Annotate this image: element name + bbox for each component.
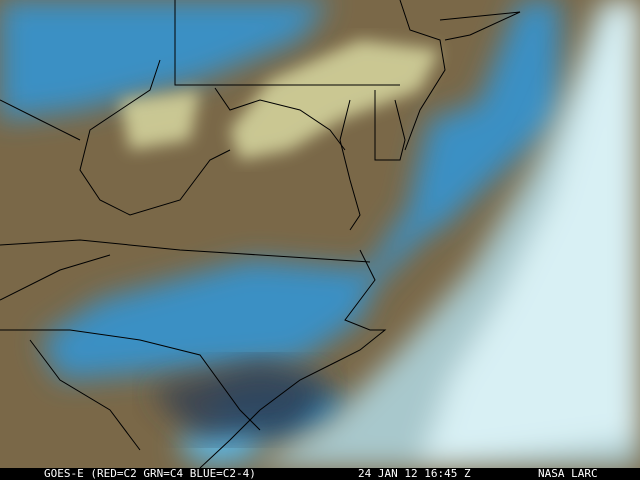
sc-coast [199,364,331,468]
chesapeake-shore [339,99,361,231]
dark-coastal-region [150,360,330,440]
sc-ga-boundary [29,339,141,451]
wv-boundary [79,59,231,216]
image-timestamp: 24 JAN 12 16:45 Z [358,467,471,480]
nj-boundary [399,0,446,151]
de-boundary [374,90,406,161]
pa-boundary [174,0,400,86]
image-caption-bar: GOES-E (RED=C2 GRN=C4 BLUE=C2-4) 24 JAN … [0,468,640,480]
state-boundaries [0,0,521,468]
tn-boundary [0,254,111,301]
satellite-channel-label: GOES-E (RED=C2 GRN=C4 BLUE=C2-4) [44,467,256,480]
nc-coast [329,249,387,366]
yellow-cloud-regions [120,40,440,160]
long-island [439,11,521,41]
source-label: NASA LARC [538,467,598,480]
satellite-imagery [0,0,640,468]
white-cloud-band [250,0,640,468]
md-va-boundary [214,87,346,151]
va-nc-boundary [0,239,371,263]
oh-boundary [0,99,81,141]
nc-sc-boundary [0,329,261,431]
